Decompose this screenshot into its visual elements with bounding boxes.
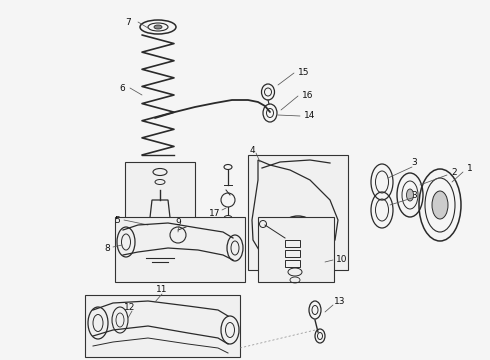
Text: 5: 5 [114, 216, 120, 225]
Text: 2: 2 [451, 167, 457, 176]
Text: 12: 12 [124, 303, 136, 312]
Bar [258, 217, 334, 282]
Text: 1: 1 [467, 163, 473, 172]
Ellipse shape [432, 191, 448, 219]
Text: 11: 11 [156, 285, 168, 294]
Text: 3: 3 [411, 158, 417, 166]
Text: 4: 4 [249, 145, 255, 154]
Text: 9: 9 [175, 217, 181, 226]
Bar [125, 162, 195, 270]
Text: 3: 3 [411, 190, 417, 199]
Text: 13: 13 [334, 297, 346, 306]
Ellipse shape [407, 189, 414, 201]
Text: 16: 16 [302, 90, 314, 99]
Bar [85, 295, 240, 357]
Text: 10: 10 [336, 256, 348, 265]
Bar [285, 250, 300, 257]
Text: 14: 14 [304, 111, 316, 120]
Text: 8: 8 [104, 243, 110, 252]
Ellipse shape [154, 25, 162, 29]
Text: 7: 7 [125, 18, 131, 27]
Bar [285, 240, 300, 247]
Bar [285, 260, 300, 267]
Text: 6: 6 [119, 84, 125, 93]
Bar [248, 155, 348, 270]
Bar [115, 217, 245, 282]
Text: 15: 15 [298, 68, 310, 77]
Text: 17: 17 [209, 208, 221, 217]
